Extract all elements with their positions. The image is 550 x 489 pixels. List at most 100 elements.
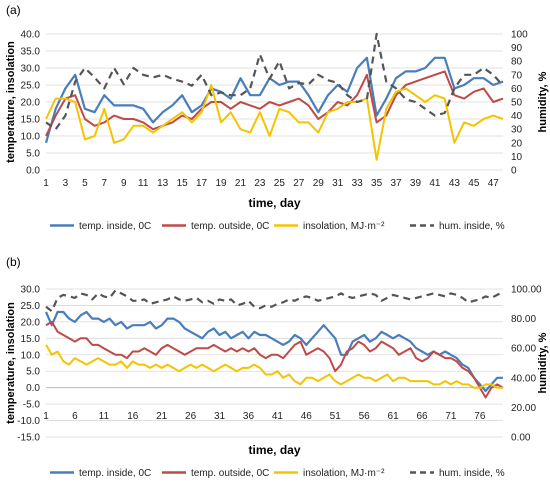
x-tick-label: 31 (214, 411, 226, 422)
series-line-temp-outside (45, 70, 504, 137)
y-tick-label-left: -15.0 (17, 433, 40, 444)
y-tick-label-left: 25.0 (21, 301, 41, 312)
x-tick-label: 47 (488, 178, 500, 189)
x-tick-label: 15 (177, 178, 189, 189)
y-axis-title-right: humidity, % (537, 71, 549, 132)
series-line-insolation (45, 84, 504, 161)
x-tick-label: 1 (43, 411, 49, 422)
x-tick-label: 41 (272, 411, 284, 422)
y-tick-label-left: 5.0 (26, 367, 40, 378)
y-tick-label-left: 10.0 (21, 350, 41, 361)
y-tick-label-left: 20.0 (21, 98, 41, 109)
y-tick-label-left: 30.0 (21, 285, 41, 296)
y-axis-title-left: temperature, insolation (5, 302, 17, 424)
y-tick-label-right: 10 (511, 152, 523, 163)
x-tick-label: 21 (156, 411, 168, 422)
y-tick-label-right: 50 (511, 98, 523, 109)
x-tick-label: 41 (429, 178, 441, 189)
x-tick-label: 66 (416, 411, 428, 422)
x-tick-label: 71 (445, 411, 457, 422)
x-tick-label: 61 (388, 411, 400, 422)
y-tick-label-left: 25.0 (21, 81, 41, 92)
y-tick-label-left: 20.0 (21, 317, 41, 328)
series-line-humidity (45, 289, 504, 313)
legend-label-insolation: insolation, MJ·m⁻² (303, 468, 385, 479)
legend-label-humidity: hum. inside, % (439, 221, 505, 232)
legend-label-temp-outside: temp. outside, 0C (191, 221, 269, 232)
x-tick-label: 31 (332, 178, 344, 189)
y-tick-label-right: 40 (511, 111, 523, 122)
panel-label: (b) (6, 255, 21, 269)
y-tick-label-right: 30 (511, 125, 523, 136)
x-tick-label: 36 (243, 411, 255, 422)
x-tick-label: 11 (138, 178, 149, 189)
x-tick-label: 7 (102, 178, 108, 189)
y-tick-label-left: -5.0 (23, 400, 41, 411)
y-tick-label-right: 90 (511, 43, 523, 54)
x-tick-label: 23 (254, 178, 266, 189)
y-tick-label-right: 100.00 (511, 285, 542, 296)
y-tick-label-right: 40.00 (511, 373, 536, 384)
y-tick-label-left: 0.0 (26, 166, 40, 177)
x-axis-title: time, day (248, 443, 300, 457)
y-tick-label-left: 0.0 (26, 383, 40, 394)
legend-label-temp-inside: temp. inside, 0C (79, 221, 151, 232)
panel-label: (a) (6, 3, 21, 17)
x-tick-label: 43 (449, 178, 461, 189)
x-tick-label: 45 (468, 178, 480, 189)
x-axis-title: time, day (248, 196, 300, 210)
y-tick-label-right: 100 (511, 30, 528, 41)
y-tick-label-left: 5.0 (26, 149, 40, 160)
y-tick-label-right: 0 (511, 166, 517, 177)
x-tick-label: 27 (293, 178, 305, 189)
x-tick-label: 35 (371, 178, 383, 189)
y-tick-label-right: 20.00 (511, 403, 536, 414)
y-tick-label-right: 80 (511, 57, 523, 68)
y-tick-label-left: 15.0 (21, 115, 41, 126)
x-tick-label: 25 (274, 178, 286, 189)
x-tick-label: 26 (185, 411, 197, 422)
y-axis-title-left: temperature, insolation (5, 41, 17, 163)
y-tick-label-left: 15.0 (21, 334, 41, 345)
series-line-temp-inside (44, 310, 503, 393)
y-tick-label-left: 40.0 (21, 30, 41, 41)
y-tick-label-right: 80.00 (511, 314, 536, 325)
legend-label-temp-inside: temp. inside, 0C (79, 468, 151, 479)
y-tick-label-left: 10.0 (21, 132, 41, 143)
x-tick-label: 16 (127, 411, 139, 422)
x-tick-label: 9 (121, 178, 127, 189)
y-tick-label-right: 70 (511, 70, 523, 81)
y-tick-label-left: 30.0 (21, 64, 41, 75)
y-axis-title-right: humidity, % (537, 332, 549, 393)
x-tick-label: 29 (313, 178, 325, 189)
x-tick-label: 5 (82, 178, 88, 189)
x-tick-label: 3 (63, 178, 69, 189)
x-tick-label: 46 (301, 411, 313, 422)
x-tick-label: 56 (359, 411, 371, 422)
y-tick-label-right: 60.00 (511, 344, 536, 355)
x-tick-label: 51 (330, 411, 342, 422)
series-line-insolation (45, 344, 503, 389)
x-tick-label: 37 (390, 178, 402, 189)
x-tick-label: 11 (99, 411, 110, 422)
x-tick-label: 13 (157, 178, 169, 189)
x-tick-label: 1 (43, 178, 49, 189)
x-tick-label: 39 (410, 178, 422, 189)
x-tick-label: 17 (196, 178, 208, 189)
series-line-temp-inside (44, 56, 504, 144)
series-line-temp-outside (45, 320, 504, 399)
y-tick-label-right: 20 (511, 138, 523, 149)
x-tick-label: 6 (72, 411, 78, 422)
x-tick-label: 21 (235, 178, 247, 189)
y-tick-label-right: 60 (511, 84, 523, 95)
y-tick-label-left: -10.0 (17, 416, 40, 427)
x-tick-label: 76 (474, 411, 486, 422)
series-line-humidity (45, 32, 504, 131)
legend-label-insolation: insolation, MJ·m⁻² (303, 221, 385, 232)
y-tick-label-left: 35.0 (21, 47, 41, 58)
x-tick-label: 33 (352, 178, 364, 189)
x-tick-label: 19 (215, 178, 227, 189)
y-tick-label-right: 0.00 (511, 433, 531, 444)
